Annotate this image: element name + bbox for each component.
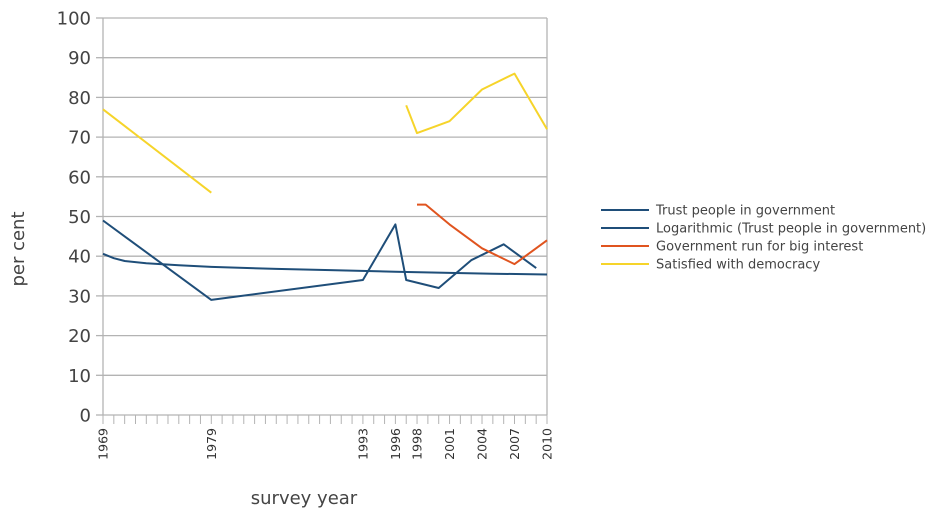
series-line-4 — [405, 72, 548, 135]
y-tick-label: 40 — [68, 247, 91, 268]
axes — [96, 17, 548, 424]
legend-label: Government run for big interest — [656, 240, 863, 255]
y-tick-label: 50 — [68, 207, 91, 228]
y-axis-title: per cent — [8, 211, 29, 286]
x-tick-label: 2004 — [475, 428, 490, 460]
x-tick-label: 2007 — [507, 428, 522, 460]
x-tick-label: 1996 — [388, 428, 403, 460]
x-axis-title: survey year — [251, 488, 358, 509]
x-tick-label: 2001 — [442, 428, 457, 460]
legend-label: Satisfied with democracy — [656, 258, 820, 273]
y-tick-label: 80 — [68, 88, 91, 109]
series-line-1 — [102, 219, 537, 301]
y-tick-label: 0 — [80, 406, 91, 427]
x-tick-label: 1979 — [204, 428, 219, 460]
y-tick-label: 10 — [68, 366, 91, 387]
y-tick-label: 30 — [68, 286, 91, 307]
y-tick-label: 60 — [68, 167, 91, 188]
gridlines — [103, 17, 547, 376]
legend-label: Logarithmic (Trust people in government) — [656, 222, 926, 237]
series-line-3 — [417, 203, 548, 266]
y-tick-label: 20 — [68, 326, 91, 347]
x-tick-label: 1998 — [410, 428, 425, 460]
legend: Trust people in government Logarithmic (T… — [601, 204, 926, 273]
series-lines — [102, 72, 548, 301]
legend-label: Trust people in government — [655, 204, 835, 219]
y-tick-label: 70 — [68, 128, 91, 149]
x-tick-label: 1969 — [96, 428, 111, 460]
y-tick-label: 100 — [57, 9, 91, 30]
series-line-2 — [102, 252, 548, 276]
y-tick-label: 90 — [68, 48, 91, 69]
series-line-4 — [102, 108, 212, 194]
x-tick-label: 1993 — [355, 428, 370, 460]
x-tick-label: 2010 — [540, 428, 555, 460]
tick-labels: 0 10 20 30 40 50 60 70 80 90 100 1969 1979 1993 1996 19… — [57, 9, 555, 460]
